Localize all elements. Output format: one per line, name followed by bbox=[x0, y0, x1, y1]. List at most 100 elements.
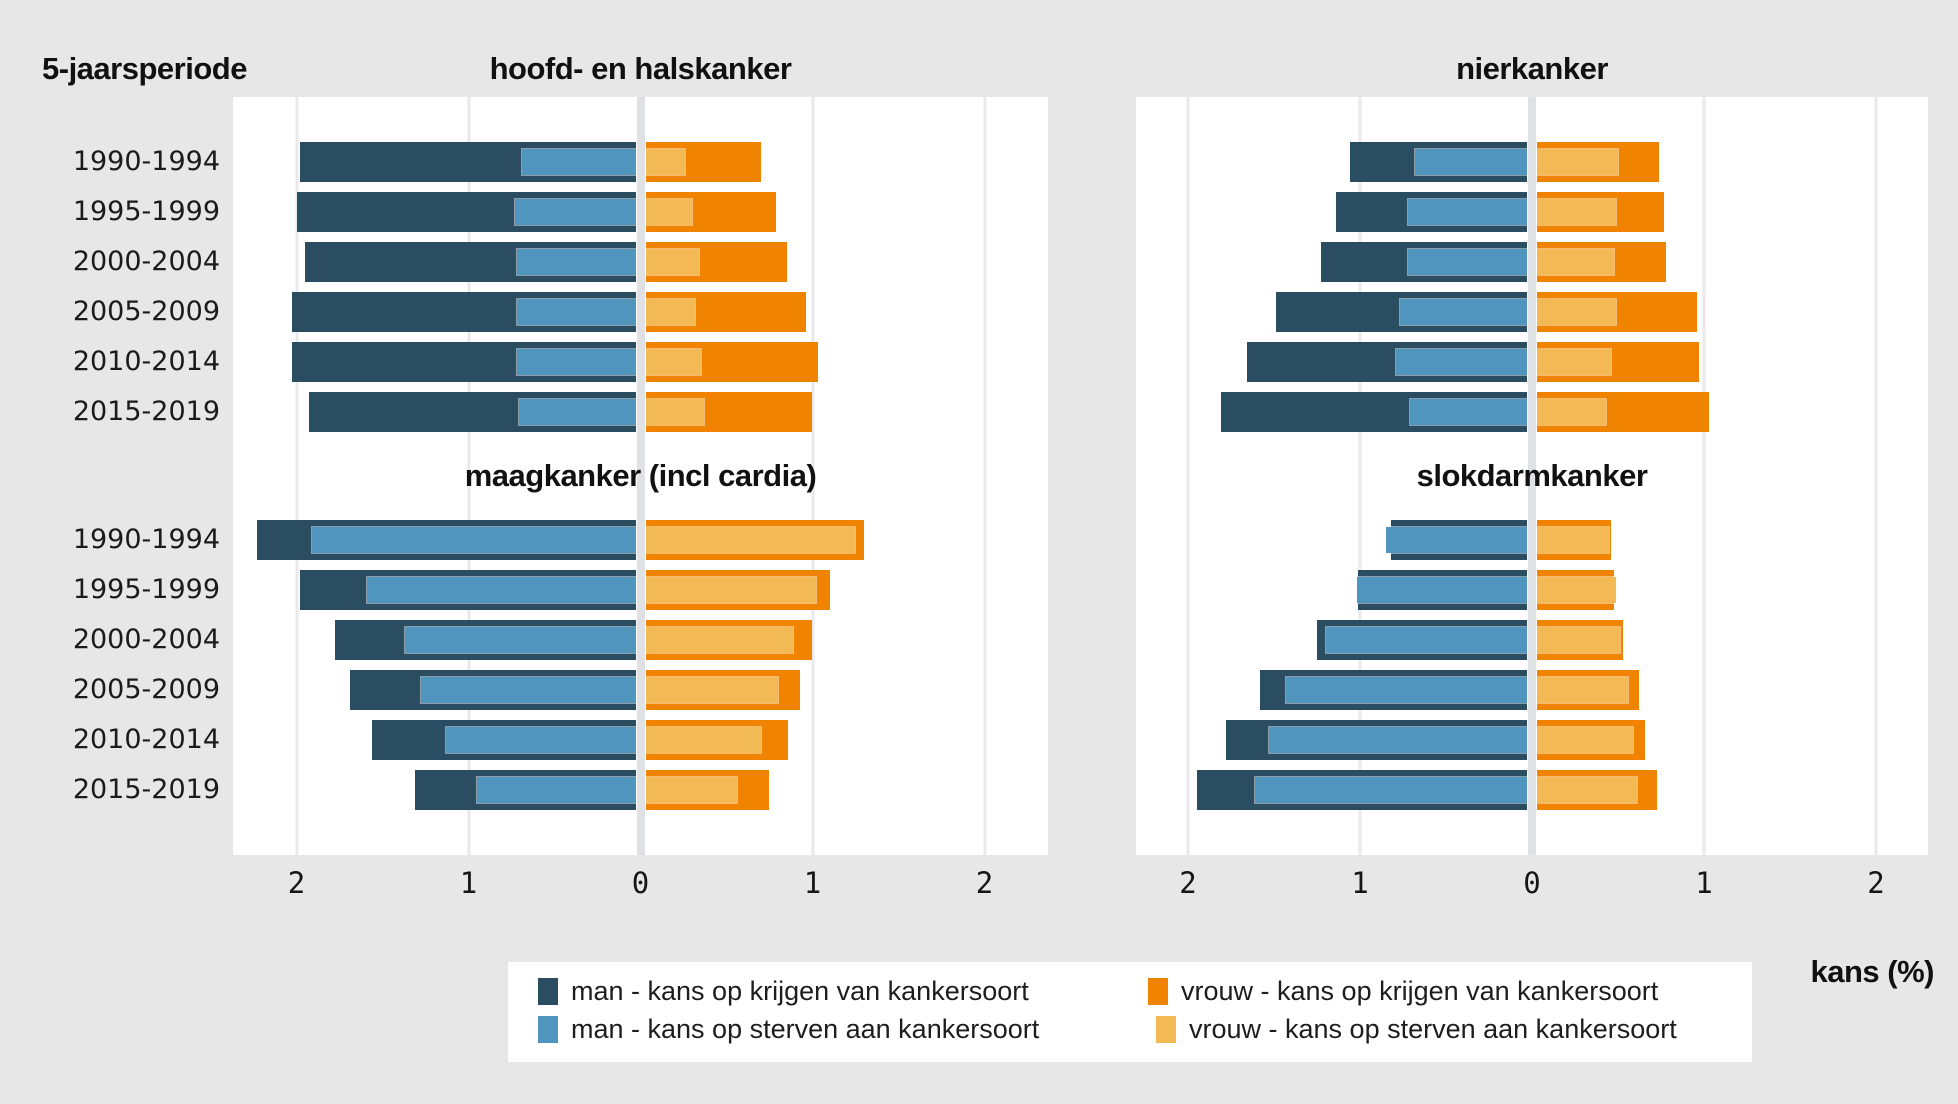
year-label: 1995-1999 bbox=[72, 196, 220, 227]
bar-row bbox=[1136, 515, 1928, 565]
bar-vrouw-sterven bbox=[1537, 399, 1606, 425]
year-label: 2005-2009 bbox=[72, 674, 220, 705]
bar-vrouw-sterven bbox=[1537, 627, 1620, 653]
bar-vrouw-sterven bbox=[1537, 249, 1615, 275]
bar-vrouw-sterven bbox=[1537, 527, 1610, 553]
year-label: 2005-2009 bbox=[72, 296, 220, 327]
bar-row bbox=[1136, 187, 1928, 237]
year-label: 1990-1994 bbox=[72, 524, 220, 555]
x-tick-label: 0 bbox=[1523, 866, 1541, 900]
panel-title-maagkanker: maagkanker (incl cardia) bbox=[464, 458, 817, 493]
grid-line bbox=[1702, 97, 1706, 855]
bar-row bbox=[1136, 615, 1928, 665]
x-tick-label: 2 bbox=[287, 866, 306, 900]
bar-vrouw-sterven bbox=[1537, 677, 1629, 703]
bar-vrouw-sterven bbox=[645, 677, 778, 703]
bar-vrouw-sterven bbox=[1537, 777, 1637, 803]
bar-vrouw-sterven bbox=[645, 399, 704, 425]
legend-label-vrouw-krijgen: vrouw - kans op krijgen van kankersoort bbox=[1181, 975, 1659, 1006]
chart-nierkanker bbox=[1136, 137, 1928, 437]
bar-man-sterven bbox=[515, 199, 636, 225]
bar-row bbox=[233, 287, 1048, 337]
bar-man-sterven bbox=[405, 627, 636, 653]
bar-row bbox=[233, 337, 1048, 387]
bar-vrouw-sterven bbox=[645, 527, 856, 553]
bar-row bbox=[1136, 237, 1928, 287]
bar-man-sterven bbox=[312, 527, 636, 553]
bar-vrouw-sterven bbox=[1537, 577, 1617, 603]
panel-title-hoofd-en-halskanker: hoofd- en halskanker bbox=[489, 51, 792, 86]
bar-man-sterven bbox=[1356, 577, 1527, 603]
bar-vrouw-sterven bbox=[1537, 349, 1611, 375]
bar-row bbox=[233, 765, 1048, 815]
chart-slokdarmkanker bbox=[1136, 515, 1928, 815]
bar-vrouw-sterven bbox=[645, 727, 761, 753]
bar-vrouw-sterven bbox=[645, 349, 701, 375]
bar-row bbox=[1136, 665, 1928, 715]
bar-row bbox=[1136, 387, 1928, 437]
bar-man-sterven bbox=[1269, 727, 1527, 753]
bar-vrouw-sterven bbox=[645, 577, 816, 603]
bar-man-sterven bbox=[522, 149, 636, 175]
bar-vrouw-sterven bbox=[1537, 149, 1618, 175]
bar-vrouw-sterven bbox=[1537, 199, 1617, 225]
x-axis-unit-label: kans (%) bbox=[1810, 954, 1935, 989]
bar-row bbox=[233, 387, 1048, 437]
year-label: 1990-1994 bbox=[72, 146, 220, 177]
grid-line bbox=[467, 97, 470, 855]
chart-hoofd-en-halskanker bbox=[233, 137, 1048, 437]
year-labels-top: 1990-1994 1995-1999 2000-2004 2005-2009 2010… bbox=[0, 137, 220, 437]
bar-vrouw-sterven bbox=[645, 249, 699, 275]
x-tick-label: 1 bbox=[459, 866, 478, 900]
year-label: 2015-2019 bbox=[72, 396, 220, 427]
bar-row bbox=[233, 665, 1048, 715]
legend-item-vrouw-krijgen: vrouw - kans op krijgen van kankersoort bbox=[1148, 974, 1658, 1008]
bar-man-sterven bbox=[1255, 777, 1527, 803]
legend-swatch-man-krijgen bbox=[538, 977, 558, 1005]
panel-title-slokdarmkanker: slokdarmkanker bbox=[1416, 458, 1648, 493]
x-tick-label: 1 bbox=[1695, 866, 1713, 900]
bar-vrouw-sterven bbox=[645, 199, 692, 225]
x-axis-left: 2 1 0 1 2 bbox=[233, 862, 1048, 914]
bar-vrouw-sterven bbox=[645, 299, 696, 325]
bar-row bbox=[1136, 765, 1928, 815]
bar-man-sterven bbox=[516, 349, 636, 375]
bar-row bbox=[233, 565, 1048, 615]
year-label: 2015-2019 bbox=[72, 774, 220, 805]
bar-row bbox=[1136, 565, 1928, 615]
grid-line bbox=[1358, 97, 1362, 855]
chart-panel-left: maagkanker (incl cardia) bbox=[233, 97, 1048, 855]
year-label: 2010-2014 bbox=[72, 724, 220, 755]
bar-man-sterven bbox=[1399, 299, 1527, 325]
bar-row bbox=[233, 237, 1048, 287]
x-tick-label: 1 bbox=[803, 866, 822, 900]
bar-man-sterven bbox=[518, 399, 636, 425]
bar-row bbox=[1136, 137, 1928, 187]
bar-man-sterven bbox=[516, 249, 636, 275]
legend-label-man-sterven: man - kans op sterven aan kankersoort bbox=[571, 1013, 1040, 1044]
bar-man-sterven bbox=[477, 777, 636, 803]
legend-swatch-vrouw-sterven bbox=[1156, 1015, 1176, 1043]
bar-man-sterven bbox=[1386, 527, 1527, 553]
bar-vrouw-sterven bbox=[1537, 299, 1617, 325]
legend-swatch-man-sterven bbox=[538, 1015, 558, 1043]
chart-panel-right: slokdarmkanker bbox=[1136, 97, 1928, 855]
year-labels-bottom: 1990-1994 1995-1999 2000-2004 2005-2009 2010… bbox=[0, 515, 220, 815]
bar-man-sterven bbox=[516, 299, 636, 325]
year-label: 2000-2004 bbox=[72, 624, 220, 655]
year-label: 1995-1999 bbox=[72, 574, 220, 605]
x-tick-label: 2 bbox=[1867, 866, 1885, 900]
bar-row bbox=[233, 615, 1048, 665]
x-tick-label: 0 bbox=[631, 866, 650, 900]
bar-man-sterven bbox=[1415, 149, 1527, 175]
bar-row bbox=[233, 715, 1048, 765]
bar-vrouw-sterven bbox=[645, 627, 794, 653]
legend-item-vrouw-sterven: vrouw - kans op sterven aan kankersoort bbox=[1156, 1012, 1677, 1046]
x-axis-right: 2 1 0 1 2 bbox=[1136, 862, 1928, 914]
bar-row bbox=[233, 187, 1048, 237]
bar-vrouw-sterven bbox=[1537, 727, 1634, 753]
year-label: 2000-2004 bbox=[72, 246, 220, 277]
x-tick-label: 2 bbox=[1179, 866, 1197, 900]
year-label: 2010-2014 bbox=[72, 346, 220, 377]
